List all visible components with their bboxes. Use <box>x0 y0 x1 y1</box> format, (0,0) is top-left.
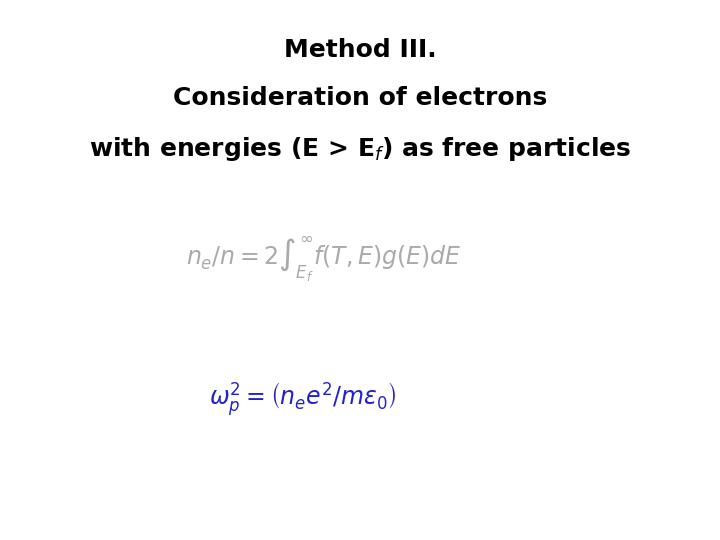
Text: Method III.: Method III. <box>284 38 436 62</box>
Text: $n_e/n = 2 \int_{E_f}^{\infty} f(T, E)g(E)dE$: $n_e/n = 2 \int_{E_f}^{\infty} f(T, E)g(… <box>186 234 462 284</box>
Text: with energies (E > E$_f$) as free particles: with energies (E > E$_f$) as free partic… <box>89 135 631 163</box>
Text: Consideration of electrons: Consideration of electrons <box>173 86 547 110</box>
Text: $\omega_p^2 = \left(n_e e^2 / m\varepsilon_0 \right)$: $\omega_p^2 = \left(n_e e^2 / m\varepsil… <box>209 381 396 418</box>
